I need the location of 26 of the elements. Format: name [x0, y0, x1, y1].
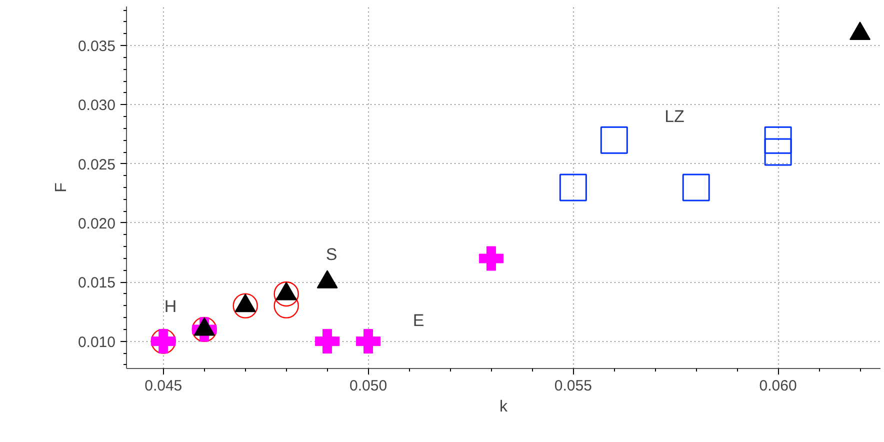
annotation: S: [326, 245, 338, 264]
annotation: E: [412, 311, 424, 330]
point: [764, 138, 792, 166]
point: [559, 174, 587, 202]
point: [356, 329, 381, 354]
x-tick-label: 0.055: [554, 378, 592, 394]
annotation: H: [164, 297, 177, 316]
x-tick-label: 0.060: [759, 378, 797, 394]
point: [764, 126, 792, 154]
y-tick-label: 0.025: [78, 156, 116, 174]
y-axis-title: F: [52, 182, 70, 192]
y-tick-label: 0.015: [78, 274, 116, 292]
point: [315, 329, 340, 354]
y-tick-label: 0.020: [78, 215, 116, 232]
point: [232, 293, 258, 318]
y-tick-label: 0.010: [78, 334, 116, 351]
point: [600, 126, 628, 154]
y-tick-label: 0.030: [78, 97, 116, 114]
x-axis-title: k: [500, 398, 508, 416]
x-tick-label: 0.045: [144, 378, 182, 394]
x-tick-label: 0.050: [350, 378, 388, 394]
annotation: LZ: [664, 107, 684, 126]
point: [274, 281, 299, 307]
point: [682, 174, 710, 202]
y-tick-label: 0.035: [78, 38, 116, 56]
point: [478, 246, 504, 271]
